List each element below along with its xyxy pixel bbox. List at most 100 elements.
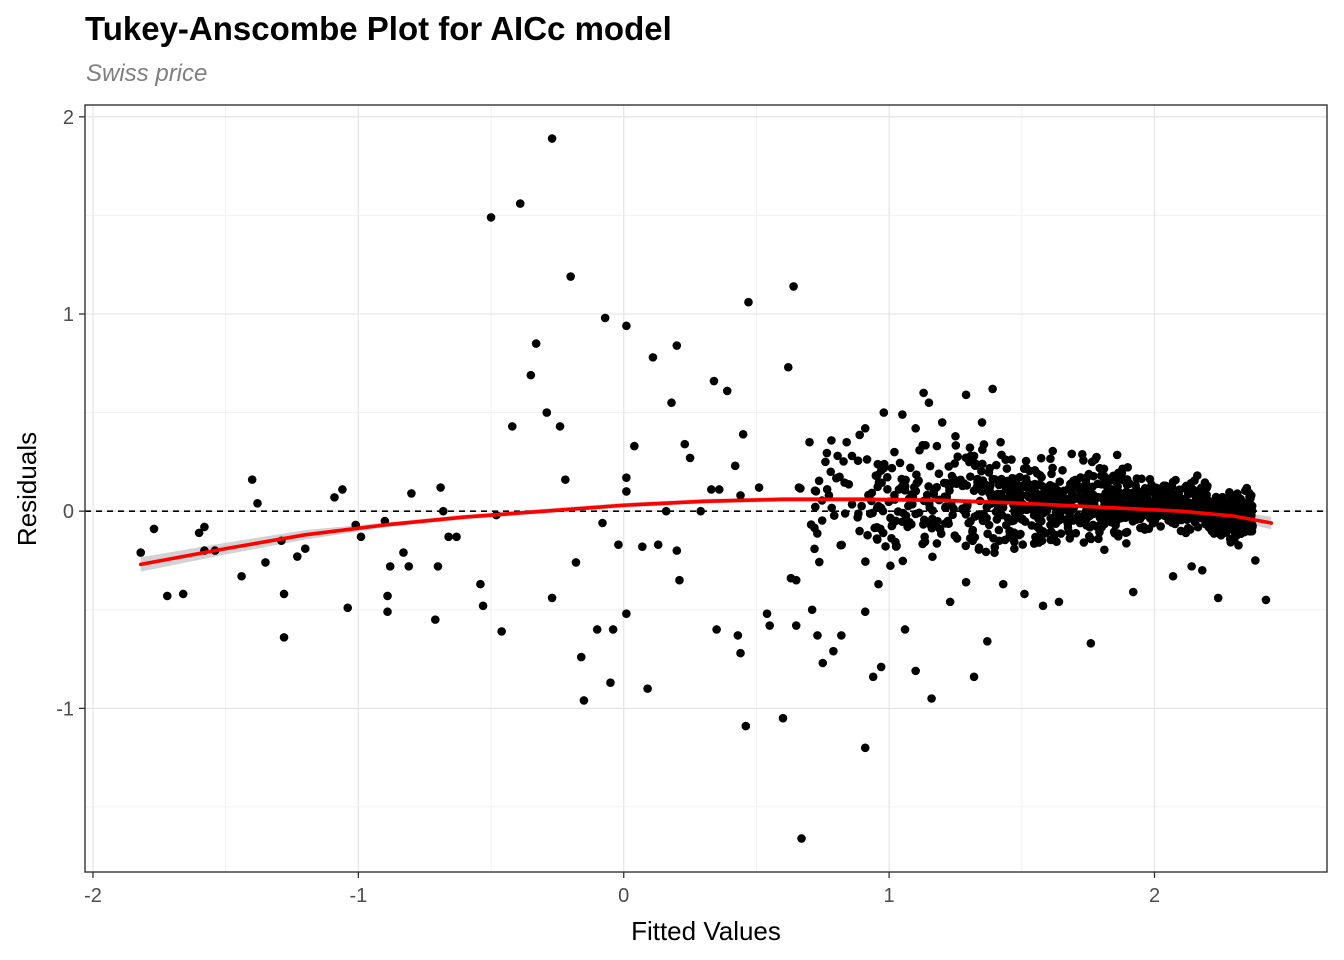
data-point bbox=[1021, 456, 1031, 466]
data-point bbox=[1216, 516, 1226, 525]
data-point bbox=[672, 546, 682, 555]
data-point bbox=[972, 511, 982, 520]
data-point bbox=[791, 621, 801, 630]
data-point bbox=[1183, 523, 1193, 533]
data-point bbox=[200, 522, 209, 532]
y-tick-label: -1 bbox=[56, 698, 74, 720]
data-point bbox=[436, 483, 445, 492]
data-point bbox=[886, 561, 895, 571]
data-point bbox=[1170, 493, 1179, 503]
data-point bbox=[867, 488, 877, 498]
x-tick-label: 2 bbox=[1149, 885, 1160, 907]
data-point bbox=[964, 518, 973, 528]
data-point bbox=[991, 460, 1001, 470]
data-point bbox=[672, 341, 682, 350]
data-point bbox=[986, 481, 995, 490]
data-point bbox=[915, 445, 924, 455]
data-point bbox=[1002, 464, 1012, 473]
data-point bbox=[261, 558, 270, 567]
data-point bbox=[433, 562, 443, 571]
data-point bbox=[977, 466, 986, 476]
data-point bbox=[990, 474, 999, 484]
data-point bbox=[1197, 566, 1207, 575]
x-axis-label: Fitted Values bbox=[631, 916, 781, 946]
data-point bbox=[872, 534, 882, 543]
data-point bbox=[399, 548, 408, 557]
data-point bbox=[983, 637, 992, 646]
data-point bbox=[951, 431, 960, 441]
data-point bbox=[1132, 484, 1141, 494]
data-point bbox=[879, 408, 889, 417]
data-point bbox=[1213, 593, 1223, 603]
x-tick-label: 1 bbox=[884, 885, 895, 907]
data-point bbox=[194, 528, 204, 538]
data-point bbox=[863, 530, 872, 540]
data-point bbox=[696, 506, 705, 516]
y-tick-label: 2 bbox=[63, 107, 74, 129]
data-point bbox=[961, 390, 971, 400]
data-point bbox=[555, 422, 565, 431]
data-point bbox=[952, 534, 962, 543]
data-point bbox=[330, 493, 339, 502]
data-point bbox=[1048, 446, 1058, 456]
data-point bbox=[1010, 544, 1019, 554]
data-point bbox=[1231, 502, 1240, 511]
data-point bbox=[925, 503, 935, 513]
data-point bbox=[709, 376, 719, 386]
data-point bbox=[1128, 587, 1138, 597]
data-point bbox=[1058, 466, 1067, 475]
data-point bbox=[1176, 526, 1186, 536]
x-tick-label: -1 bbox=[349, 885, 367, 907]
data-point bbox=[906, 463, 915, 473]
data-point bbox=[966, 472, 975, 481]
data-point bbox=[824, 491, 834, 500]
data-point bbox=[1079, 538, 1089, 547]
data-point bbox=[1156, 522, 1165, 531]
data-point bbox=[805, 437, 814, 447]
data-point bbox=[1051, 519, 1061, 528]
data-point bbox=[1230, 495, 1240, 505]
data-point bbox=[1063, 523, 1073, 533]
data-point bbox=[1058, 506, 1067, 515]
data-point bbox=[898, 517, 907, 526]
data-point bbox=[622, 609, 631, 619]
data-point bbox=[961, 577, 971, 587]
chart-title: Tukey-Anscombe Plot for AICc model bbox=[85, 10, 672, 47]
data-point bbox=[1125, 479, 1134, 489]
data-point bbox=[614, 540, 623, 549]
data-point bbox=[829, 646, 838, 656]
data-point bbox=[978, 459, 987, 469]
data-point bbox=[989, 533, 998, 543]
data-point bbox=[988, 384, 997, 394]
data-point bbox=[566, 272, 575, 281]
data-point bbox=[1099, 518, 1109, 527]
data-point bbox=[622, 487, 631, 496]
data-point bbox=[1100, 545, 1109, 555]
data-point bbox=[983, 529, 992, 539]
data-point bbox=[300, 544, 310, 553]
data-point bbox=[920, 532, 929, 542]
data-point bbox=[847, 451, 857, 461]
data-point bbox=[827, 503, 837, 513]
chart-subtitle: Swiss price bbox=[86, 60, 208, 87]
data-point bbox=[1104, 493, 1113, 502]
data-point bbox=[630, 441, 639, 451]
data-point bbox=[1162, 501, 1171, 510]
data-point bbox=[1045, 480, 1055, 490]
data-point bbox=[1036, 510, 1046, 519]
data-point bbox=[810, 544, 819, 554]
data-point bbox=[1018, 540, 1028, 549]
data-point bbox=[1123, 463, 1133, 472]
data-point bbox=[515, 199, 525, 208]
data-point bbox=[887, 463, 897, 473]
data-point bbox=[1150, 510, 1160, 520]
data-point bbox=[1167, 518, 1177, 527]
data-point bbox=[1056, 529, 1066, 538]
data-point bbox=[741, 721, 751, 731]
data-point bbox=[984, 468, 994, 477]
data-point bbox=[860, 607, 870, 617]
data-point bbox=[996, 437, 1005, 447]
data-point bbox=[542, 408, 552, 417]
data-point bbox=[293, 552, 302, 561]
